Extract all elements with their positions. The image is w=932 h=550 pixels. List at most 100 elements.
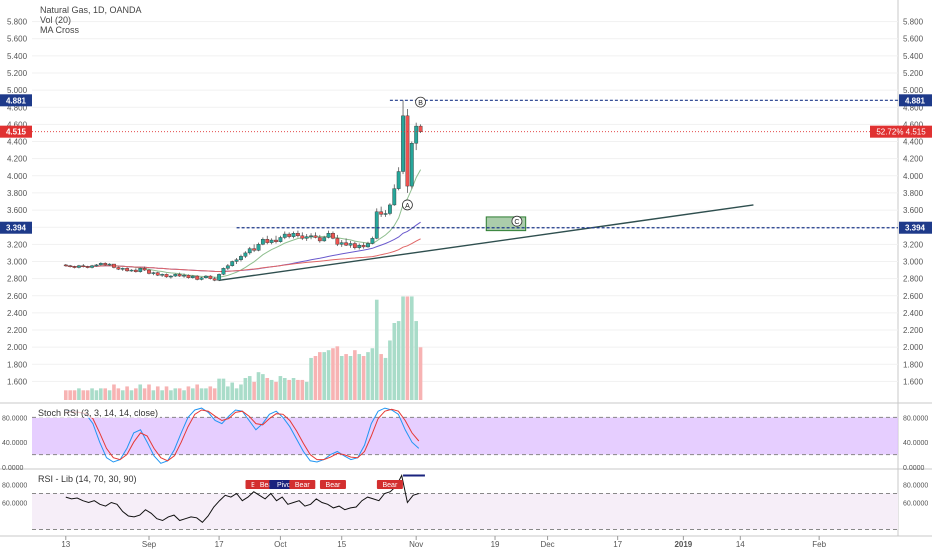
candle-body [383, 213, 388, 215]
right-price-tick: 5.000 [903, 86, 924, 95]
candle-body [326, 233, 331, 238]
rsi-signal-label: Bear [295, 482, 310, 489]
candle-body [405, 115, 410, 187]
candle-body [396, 171, 401, 189]
volume-bar [243, 378, 248, 400]
candle-body [296, 233, 300, 236]
candle-body [103, 262, 108, 266]
stoch-right-tick: 40.0000 [903, 440, 928, 447]
candle-body [278, 237, 283, 242]
left-price-tick: 3.800 [7, 189, 28, 198]
candle-body [116, 267, 121, 270]
candle-body [230, 261, 235, 266]
left-level-label: 3.394 [6, 224, 27, 233]
symbol-title: Natural Gas, 1D, OANDA [40, 5, 142, 15]
candle-body [190, 275, 195, 278]
left-price-tick: 1.600 [7, 377, 28, 386]
candle-body [204, 275, 208, 278]
volume-bar [85, 390, 90, 400]
volume-bar [247, 376, 252, 400]
candle-body [186, 274, 191, 278]
candle-body [300, 235, 305, 239]
volume-bar [169, 390, 173, 400]
candle-body [348, 243, 353, 246]
candle-body [217, 274, 221, 281]
volume-bar [199, 388, 204, 400]
right-price-tick: 4.200 [903, 155, 924, 164]
right-price-tick: 4.000 [903, 172, 924, 181]
candle-body [379, 211, 384, 215]
candle-body [177, 274, 182, 277]
candle-body [304, 236, 309, 239]
volume-bar [322, 352, 326, 400]
left-price-tick: 3.600 [7, 206, 28, 215]
candle-body [142, 268, 147, 271]
rsi-signal-badge [376, 480, 403, 489]
volume-bar [379, 354, 383, 400]
volume-bar [125, 386, 129, 400]
candle-body [291, 233, 296, 237]
left-last-price-label: 4.515 [6, 128, 27, 137]
candle-body [265, 238, 270, 243]
candle-body [63, 264, 68, 267]
wave-label-circle [402, 199, 413, 211]
candle-body [357, 244, 362, 248]
candle-body [260, 238, 265, 245]
volume-bar [318, 352, 322, 400]
candle-body [77, 265, 81, 268]
candle-body [344, 242, 348, 246]
volume-bar [147, 384, 151, 400]
volume-bar [221, 378, 226, 400]
right-level-label: 4.881 [905, 96, 926, 105]
volume-bar [134, 388, 138, 400]
candle-body [98, 262, 103, 266]
volume-bar [331, 348, 335, 400]
ma-cross-legend: MA Cross [40, 25, 80, 35]
left-price-tick: 5.200 [7, 69, 28, 78]
volume-bar [370, 348, 375, 400]
candle-body [234, 259, 239, 262]
candle-body [287, 233, 292, 237]
rsi-right-tick: 60.0000 [903, 501, 928, 508]
candle-body [247, 248, 252, 254]
rsi-band [32, 493, 898, 530]
volume-bar [335, 346, 340, 400]
candle-body [164, 274, 169, 278]
candle-body [339, 242, 344, 245]
candle-body [212, 278, 217, 281]
volume-bar [348, 356, 353, 400]
right-price-tick: 5.400 [903, 52, 924, 61]
left-price-tick: 5.800 [7, 18, 28, 27]
volume-bar [392, 323, 397, 400]
candle-body [388, 204, 392, 214]
right-price-tick: 2.800 [903, 275, 924, 284]
right-price-tick: 3.000 [903, 257, 924, 266]
left-price-tick: 3.000 [7, 257, 28, 266]
candle-body [208, 275, 213, 279]
candle-body [151, 272, 156, 274]
right-price-tick: 2.200 [903, 326, 924, 335]
volume-bar [230, 382, 235, 400]
volume-bar [265, 378, 270, 400]
stoch-left-tick: 80.0000 [2, 415, 27, 422]
right-price-tick: 5.600 [903, 35, 924, 44]
rsi-signal-label: Pivot [277, 482, 293, 489]
time-tick-label: 19 [491, 540, 500, 549]
volume-bar [151, 390, 156, 400]
time-tick-label: Nov [409, 540, 423, 549]
volume-bar [177, 388, 182, 400]
candle-body [370, 238, 375, 244]
volume-bar [309, 357, 313, 400]
right-level-badge [899, 221, 932, 234]
rsi-line [65, 474, 419, 523]
candle-body [409, 143, 414, 187]
candle-body [125, 268, 130, 272]
volume-bar [234, 388, 239, 400]
rsi-signal-label: Bear [260, 482, 275, 489]
candle-body [352, 243, 357, 248]
left-price-tick: 2.600 [7, 292, 28, 301]
right-price-tick: 4.800 [903, 103, 924, 112]
right-price-tick: 3.600 [903, 206, 924, 215]
wave-label: B [418, 100, 423, 107]
